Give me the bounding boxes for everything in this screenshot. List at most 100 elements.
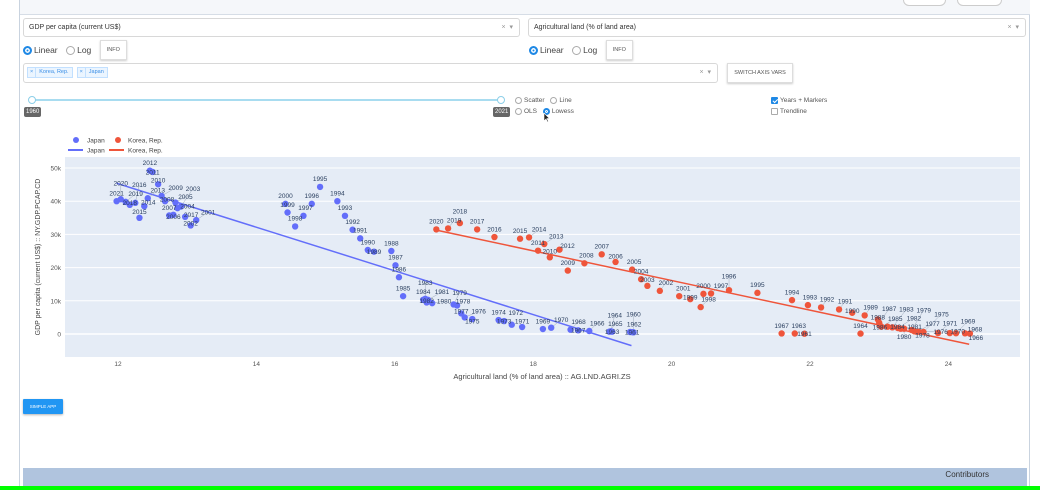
y-log-label: Log <box>77 45 92 55</box>
year-label: 1993 <box>803 294 818 301</box>
country-multiselect[interactable]: × Korea, Rep. × Japan × ▾ <box>23 63 718 83</box>
year-label: 2004 <box>634 269 649 276</box>
x-info-button[interactable]: INFO <box>605 40 633 60</box>
years-markers-label: Years + Markers <box>780 97 828 104</box>
toolbar-button-group[interactable] <box>957 0 1002 6</box>
year-label: 1971 <box>943 320 958 327</box>
year-label: 1967 <box>774 323 789 330</box>
data-point <box>920 328 927 336</box>
year-label: 2020 <box>429 219 444 226</box>
scatter-chart[interactable]: Japan Korea, Rep. Japan Korea, Rep. 0 10k… <box>0 130 1040 385</box>
year-label: 1966 <box>969 335 984 342</box>
ols-radio[interactable] <box>515 108 522 115</box>
data-point <box>525 234 533 241</box>
year-label: 2012 <box>143 160 158 167</box>
x-log-radio[interactable] <box>572 45 582 55</box>
year-label: 1971 <box>515 318 530 325</box>
x-linear-radio[interactable] <box>529 45 538 55</box>
y-variable-dropdown[interactable]: GDP per capita (current US$) × ▾ <box>23 18 520 37</box>
data-point <box>172 199 179 206</box>
label-leader-line <box>923 313 942 333</box>
year-label: 1978 <box>456 299 471 306</box>
year-range-slider-track[interactable] <box>33 99 501 101</box>
year-label: 2016 <box>132 182 147 189</box>
trendline-label: Trendline <box>780 108 807 115</box>
data-point <box>900 325 908 332</box>
year-label: 1983 <box>899 307 914 314</box>
slider-handle-start[interactable] <box>28 96 36 104</box>
data-point <box>341 212 349 220</box>
data-point <box>541 240 548 248</box>
year-label: 1980 <box>437 298 452 305</box>
page-right-border <box>1029 0 1030 490</box>
footer-bar: Contributors <box>23 468 1027 490</box>
lowess-radio[interactable] <box>542 108 550 115</box>
data-point <box>725 286 733 294</box>
year-label: 2015 <box>513 228 528 235</box>
year-label: 1965 <box>608 321 623 328</box>
year-label: 2003 <box>640 277 655 284</box>
top-toolbar <box>20 0 1030 15</box>
clear-icon[interactable]: × <box>699 69 704 76</box>
year-label: 1990 <box>361 239 376 246</box>
year-label: 1969 <box>961 319 976 326</box>
year-label: 2009 <box>561 260 576 267</box>
data-point <box>835 306 843 313</box>
data-point <box>581 260 588 267</box>
data-point <box>791 330 798 337</box>
year-label: 2017 <box>470 219 485 226</box>
remove-tag-icon[interactable]: × <box>28 68 37 77</box>
data-point <box>291 223 299 230</box>
data-point <box>136 214 143 221</box>
switch-axis-vars-button[interactable]: SWITCH AXIS VARS <box>727 63 793 83</box>
y-tick-label: 50k <box>51 166 62 173</box>
data-point <box>586 327 593 335</box>
y-log-radio[interactable] <box>66 45 76 55</box>
years-markers-checkbox[interactable] <box>771 97 778 104</box>
chevron-down-icon[interactable]: ▾ <box>1015 24 1019 31</box>
y-info-button[interactable]: INFO <box>99 40 127 60</box>
x-variable-dropdown[interactable]: Agricultural land (% of land area) × ▾ <box>528 18 1026 37</box>
year-label: 1990 <box>845 308 860 315</box>
clear-icon[interactable]: × <box>1007 24 1012 31</box>
contributors-link[interactable]: Contributors <box>945 470 989 479</box>
slider-handle-end[interactable] <box>497 96 505 104</box>
data-point <box>473 226 481 233</box>
y-linear-radio[interactable] <box>23 45 32 55</box>
year-label: 1963 <box>792 323 807 330</box>
year-label: 1970 <box>951 328 966 335</box>
remove-tag-icon[interactable]: × <box>78 68 86 77</box>
simple-app-button[interactable]: SIMPLE APP <box>23 399 63 414</box>
year-label: 1976 <box>471 309 486 316</box>
year-label: 2002 <box>659 280 674 287</box>
data-point <box>644 282 651 290</box>
year-label: 1997 <box>714 283 729 290</box>
year-label: 1969 <box>536 318 551 325</box>
data-point <box>392 262 399 269</box>
year-label: 2014 <box>141 199 156 206</box>
x-axis-title: Agricultural land (% of land area) :: AG… <box>453 372 630 381</box>
year-label: 1999 <box>280 202 295 209</box>
chevron-down-icon[interactable]: ▾ <box>707 69 711 76</box>
legend-label: Japan <box>87 138 105 145</box>
page-left-border <box>19 0 20 490</box>
data-point <box>612 258 619 266</box>
year-label: 1968 <box>968 327 983 334</box>
chevron-down-icon[interactable]: ▾ <box>509 24 513 31</box>
clear-icon[interactable]: × <box>501 24 506 31</box>
trendline-checkbox[interactable] <box>771 108 778 115</box>
y-tick-label: 40k <box>51 199 62 206</box>
year-label: 2007 <box>594 244 609 251</box>
toolbar-button[interactable] <box>903 0 946 6</box>
data-point <box>428 299 436 307</box>
plot-area <box>65 157 1020 357</box>
year-label: 1988 <box>384 240 399 247</box>
y-tick-label: 10k <box>51 298 62 305</box>
line-radio[interactable] <box>550 97 558 104</box>
scatter-radio[interactable] <box>515 97 522 104</box>
x-scale-radio-group: Linear Log INFO <box>529 40 633 60</box>
data-point <box>687 295 694 303</box>
year-label: 1981 <box>907 324 922 331</box>
year-label: 1978 <box>915 333 930 340</box>
y-tick-label: 20k <box>51 265 62 272</box>
